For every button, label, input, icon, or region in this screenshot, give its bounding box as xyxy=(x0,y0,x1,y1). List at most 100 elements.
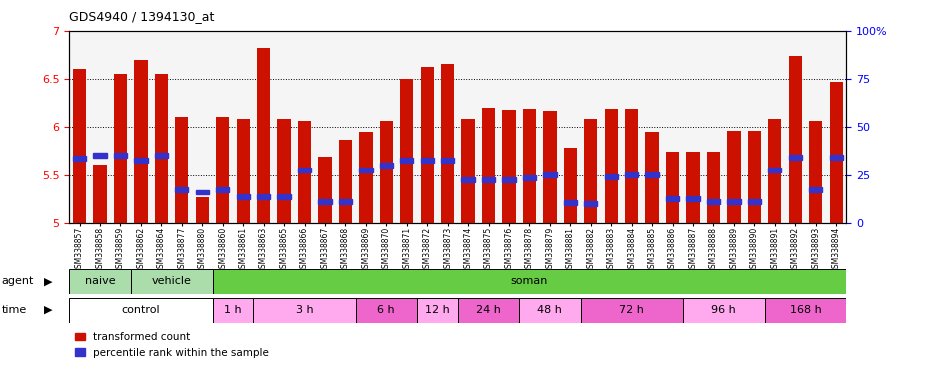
Bar xyxy=(379,121,393,223)
Bar xyxy=(93,153,106,158)
Bar xyxy=(213,269,846,294)
Text: 72 h: 72 h xyxy=(619,305,644,315)
Bar xyxy=(543,111,557,223)
Bar xyxy=(809,187,822,192)
Bar xyxy=(765,298,846,323)
Bar xyxy=(154,74,168,223)
Bar xyxy=(707,152,720,223)
Text: agent: agent xyxy=(2,276,34,286)
Bar xyxy=(581,298,683,323)
Bar xyxy=(257,48,270,223)
Bar xyxy=(482,177,495,182)
Bar xyxy=(298,121,311,223)
Bar xyxy=(93,165,106,223)
Bar xyxy=(278,194,290,199)
Bar xyxy=(195,197,209,223)
Bar xyxy=(359,167,373,172)
Bar xyxy=(747,199,761,204)
Bar xyxy=(519,298,581,323)
Bar xyxy=(237,194,250,199)
Bar xyxy=(154,153,168,158)
Bar xyxy=(683,298,765,323)
Text: time: time xyxy=(2,305,27,315)
Bar xyxy=(605,109,618,223)
Text: GDS4940 / 1394130_at: GDS4940 / 1394130_at xyxy=(69,10,215,23)
Bar xyxy=(605,174,618,179)
Bar xyxy=(482,108,495,223)
Bar xyxy=(809,121,822,223)
Bar xyxy=(563,200,577,205)
Text: ▶: ▶ xyxy=(44,305,53,315)
Bar xyxy=(625,109,638,223)
Bar xyxy=(747,131,761,223)
Bar xyxy=(458,298,519,323)
Text: 168 h: 168 h xyxy=(790,305,821,315)
Text: vehicle: vehicle xyxy=(152,276,191,286)
Bar xyxy=(216,187,229,192)
Bar xyxy=(114,74,127,223)
Bar xyxy=(666,196,679,201)
Bar xyxy=(768,119,782,223)
Bar xyxy=(134,158,148,163)
Bar xyxy=(257,194,270,199)
Bar xyxy=(502,177,515,182)
Bar xyxy=(727,199,741,204)
Text: 3 h: 3 h xyxy=(296,305,314,315)
Text: control: control xyxy=(121,305,160,315)
Bar xyxy=(379,163,393,167)
Bar xyxy=(523,175,536,180)
Bar xyxy=(73,69,86,223)
Text: ▶: ▶ xyxy=(44,276,53,286)
Bar xyxy=(134,60,148,223)
Bar xyxy=(318,157,331,223)
Bar xyxy=(768,167,782,172)
Bar xyxy=(707,199,720,204)
Bar xyxy=(686,196,699,201)
Bar xyxy=(213,298,253,323)
Bar xyxy=(298,167,311,172)
Bar xyxy=(114,153,127,158)
Text: 48 h: 48 h xyxy=(537,305,562,315)
Bar xyxy=(625,172,638,177)
Bar xyxy=(359,132,373,223)
Bar xyxy=(462,177,475,182)
Bar xyxy=(216,117,229,223)
Legend: transformed count, percentile rank within the sample: transformed count, percentile rank withi… xyxy=(75,333,269,358)
Bar xyxy=(789,56,802,223)
Bar xyxy=(401,158,413,163)
Bar xyxy=(502,111,515,223)
Text: 24 h: 24 h xyxy=(476,305,501,315)
Bar xyxy=(175,187,189,192)
Bar xyxy=(278,119,290,223)
Bar xyxy=(421,158,434,163)
Text: 96 h: 96 h xyxy=(711,305,736,315)
Text: naive: naive xyxy=(85,276,116,286)
Bar xyxy=(441,158,454,163)
Bar xyxy=(646,131,659,223)
Bar xyxy=(253,298,355,323)
Bar xyxy=(585,201,598,206)
Bar xyxy=(195,190,209,194)
Bar xyxy=(355,298,417,323)
Bar xyxy=(318,199,331,204)
Bar xyxy=(727,131,741,223)
Bar xyxy=(686,152,699,223)
Bar xyxy=(69,269,130,294)
Bar xyxy=(73,156,86,161)
Text: 12 h: 12 h xyxy=(426,305,450,315)
Bar xyxy=(585,119,598,223)
Bar xyxy=(441,64,454,223)
Bar xyxy=(563,148,577,223)
Bar xyxy=(130,269,213,294)
Bar xyxy=(69,298,213,323)
Bar xyxy=(830,82,843,223)
Bar xyxy=(666,152,679,223)
Text: soman: soman xyxy=(511,276,549,286)
Text: 6 h: 6 h xyxy=(377,305,395,315)
Bar xyxy=(830,155,843,160)
Bar xyxy=(789,155,802,160)
Bar xyxy=(401,79,413,223)
Bar xyxy=(421,67,434,223)
Bar xyxy=(237,119,250,223)
Text: 1 h: 1 h xyxy=(224,305,241,315)
